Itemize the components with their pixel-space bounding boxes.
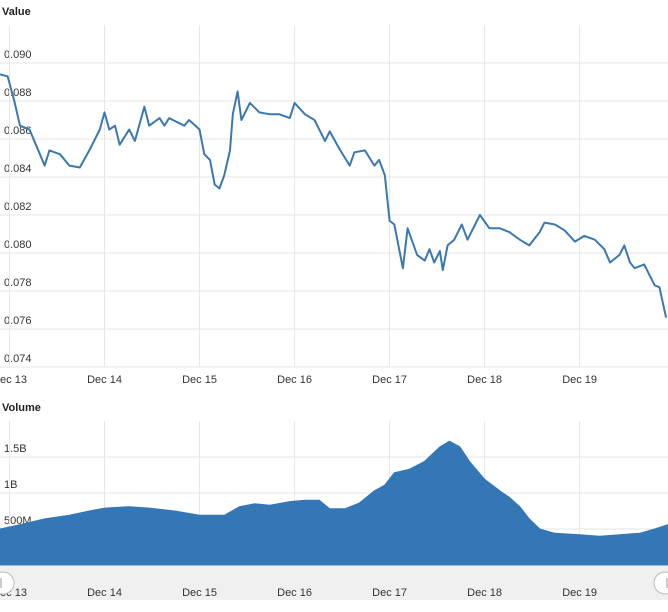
y-tick-label: 0.084	[4, 163, 32, 175]
navigator-handle-right[interactable]	[653, 571, 668, 595]
y-tick-label: 0.074	[4, 353, 32, 365]
navigator-band	[0, 566, 668, 600]
value-line	[0, 73, 668, 318]
x-tick-label: Dec 17	[372, 374, 407, 386]
chart-title: Value	[2, 6, 31, 18]
y-tick-label: 1.5B	[4, 443, 27, 455]
y-tick-label: 0.082	[4, 201, 32, 213]
x-tick-label: Dec 17	[372, 587, 407, 599]
y-tick-label: 1B	[4, 479, 17, 491]
x-tick-label: Dec 14	[87, 587, 122, 599]
y-tick-label: 0.090	[4, 49, 32, 61]
x-tick-label: Dec 15	[182, 374, 217, 386]
x-tick-label: Dec 19	[562, 374, 597, 386]
x-tick-label: Dec 19	[562, 587, 597, 599]
x-tick-label: Dec 16	[277, 374, 312, 386]
x-tick-label: Dec 15	[182, 587, 217, 599]
volume-area	[0, 440, 668, 566]
y-tick-label: 0.080	[4, 239, 32, 251]
x-tick-label: Dec 14	[87, 374, 122, 386]
x-tick-label: Dec 13	[0, 374, 27, 386]
y-tick-label: 0.078	[4, 277, 32, 289]
y-tick-label: 0.088	[4, 87, 32, 99]
chart-title: Volume	[2, 402, 41, 414]
x-tick-label: Dec 18	[467, 374, 502, 386]
x-tick-label: Dec 18	[467, 587, 502, 599]
y-tick-label: 0.076	[4, 315, 32, 327]
y-tick-label: 0.086	[4, 125, 32, 137]
plots: Value 0.074 0.076 0.078 0.080 0.082 0.084 0.086…	[0, 6, 668, 599]
navigator-handle-left[interactable]	[0, 571, 15, 595]
x-tick-label: Dec 16	[277, 587, 312, 599]
